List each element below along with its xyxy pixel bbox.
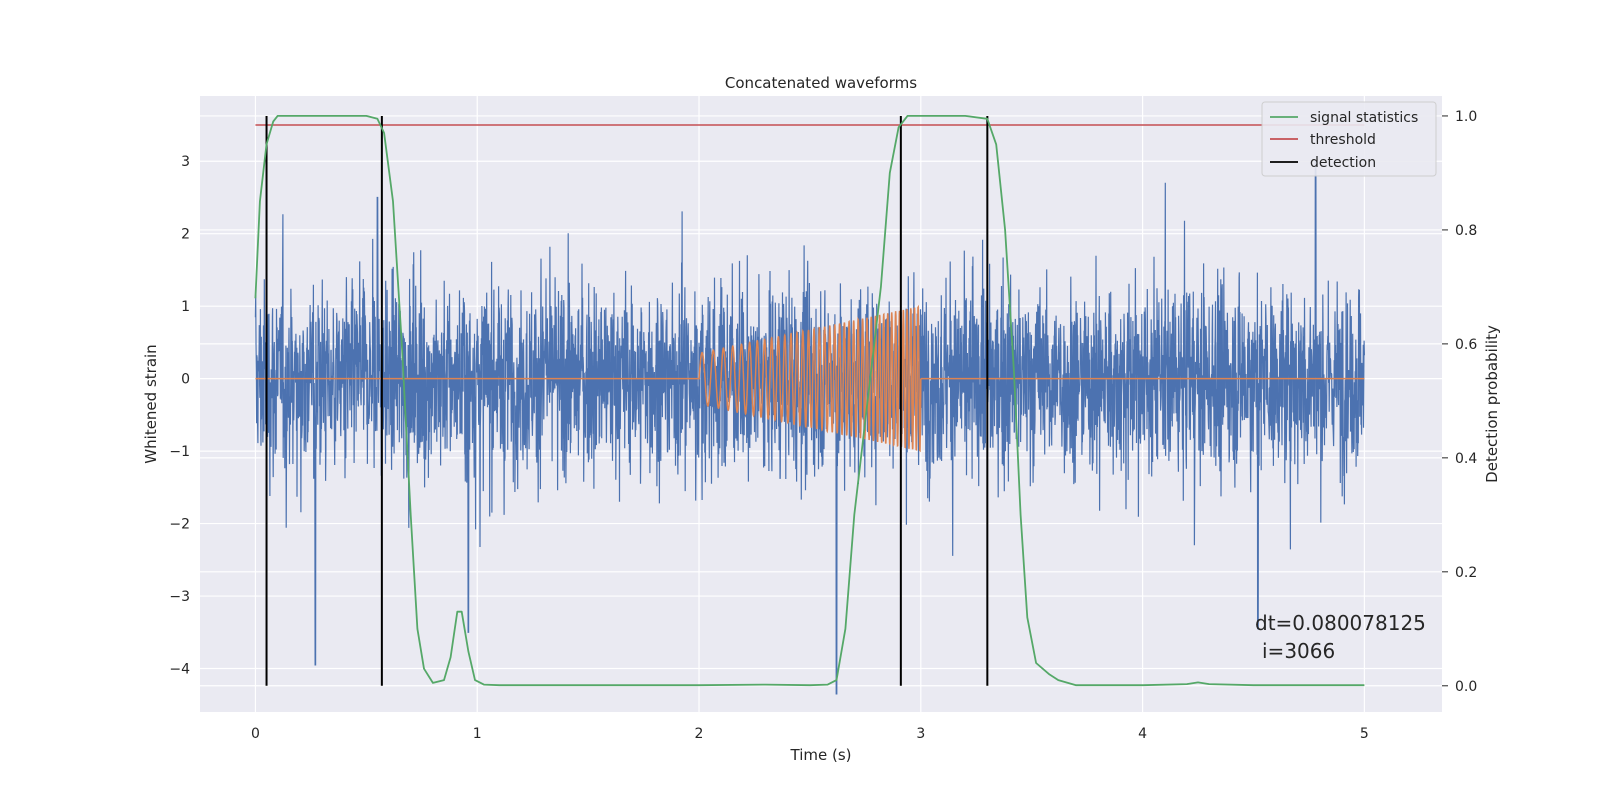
chart-title: Concatenated waveforms (725, 74, 917, 92)
x-tick-label: 1 (473, 726, 482, 742)
y2-tick-label: 1.0 (1455, 109, 1477, 125)
legend: signal statistics threshold detection (1261, 101, 1437, 177)
x-tick-label: 3 (916, 726, 925, 742)
signal-statistics-line (254, 115, 1365, 687)
legend-label-threshold: threshold (1310, 132, 1376, 148)
y-tick-label: 1 (181, 299, 190, 315)
x-tick-label: 0 (251, 726, 260, 742)
x-tick-label: 2 (695, 726, 704, 742)
legend-box (1261, 101, 1437, 177)
y2-tick-label: 0.2 (1455, 565, 1477, 581)
annotation-dt: dt=0.080078125 (1255, 611, 1426, 635)
y2-tick-label: 0.0 (1455, 679, 1477, 695)
legend-label-signal-statistics: signal statistics (1310, 110, 1418, 126)
y-tick-label: 0 (181, 372, 190, 388)
y2-tick-label: 0.8 (1455, 223, 1477, 239)
y-tick-label: −2 (169, 517, 190, 533)
y2-tick-label: 0.6 (1455, 337, 1477, 353)
legend-label-detection: detection (1310, 155, 1376, 171)
y2-tick-label: 0.4 (1455, 451, 1477, 467)
x-tick-label: 4 (1138, 726, 1147, 742)
injected-signal-line (255, 304, 1365, 453)
y-tick-label: −3 (169, 589, 190, 605)
y-tick-label: 3 (181, 154, 190, 170)
tick-labels: 0 1 2 3 4 5 −4 −3 −2 −1 0 1 2 3 0.0 0.2 0.4 0.6 0.8 1.0 (169, 109, 1477, 742)
y-axis-label: Whitened strain (142, 344, 160, 463)
y-tick-label: −1 (169, 444, 190, 460)
annotation-i: i=3066 (1262, 639, 1335, 663)
x-tick-label: 5 (1360, 726, 1369, 742)
annotation: dt=0.080078125 i=3066 (1255, 611, 1426, 663)
y-tick-label: 2 (181, 227, 190, 243)
series-layer (254, 115, 1365, 695)
x-axis-label: Time (s) (790, 746, 852, 764)
y2-axis-label: Detection probability (1483, 325, 1501, 483)
y-tick-label: −4 (169, 662, 190, 678)
